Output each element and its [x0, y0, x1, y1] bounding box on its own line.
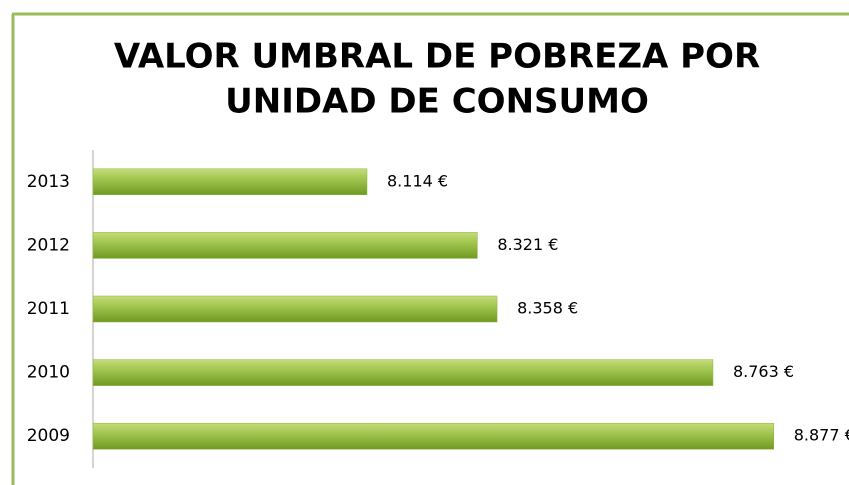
y-tick-label: 2012 [27, 235, 70, 255]
bar [92, 232, 478, 259]
data-label: 8.358 € [517, 299, 578, 318]
bar [92, 359, 714, 386]
chart-title: UNIDAD DE CONSUMO [225, 82, 649, 122]
data-label: 8.877 € [794, 426, 849, 445]
bar [92, 168, 368, 196]
y-tick-label: 2010 [27, 363, 70, 383]
data-label: 8.114 € [387, 171, 448, 190]
y-tick-label: 2013 [27, 172, 70, 192]
bar [92, 295, 498, 323]
y-tick-label: 2011 [27, 299, 70, 319]
chart-title: VALOR UMBRAL DE POBREZA POR [114, 37, 760, 77]
y-tick-label: 2009 [27, 426, 70, 446]
bar [92, 422, 774, 450]
data-label: 8.763 € [733, 362, 794, 381]
data-label: 8.321 € [497, 235, 558, 254]
